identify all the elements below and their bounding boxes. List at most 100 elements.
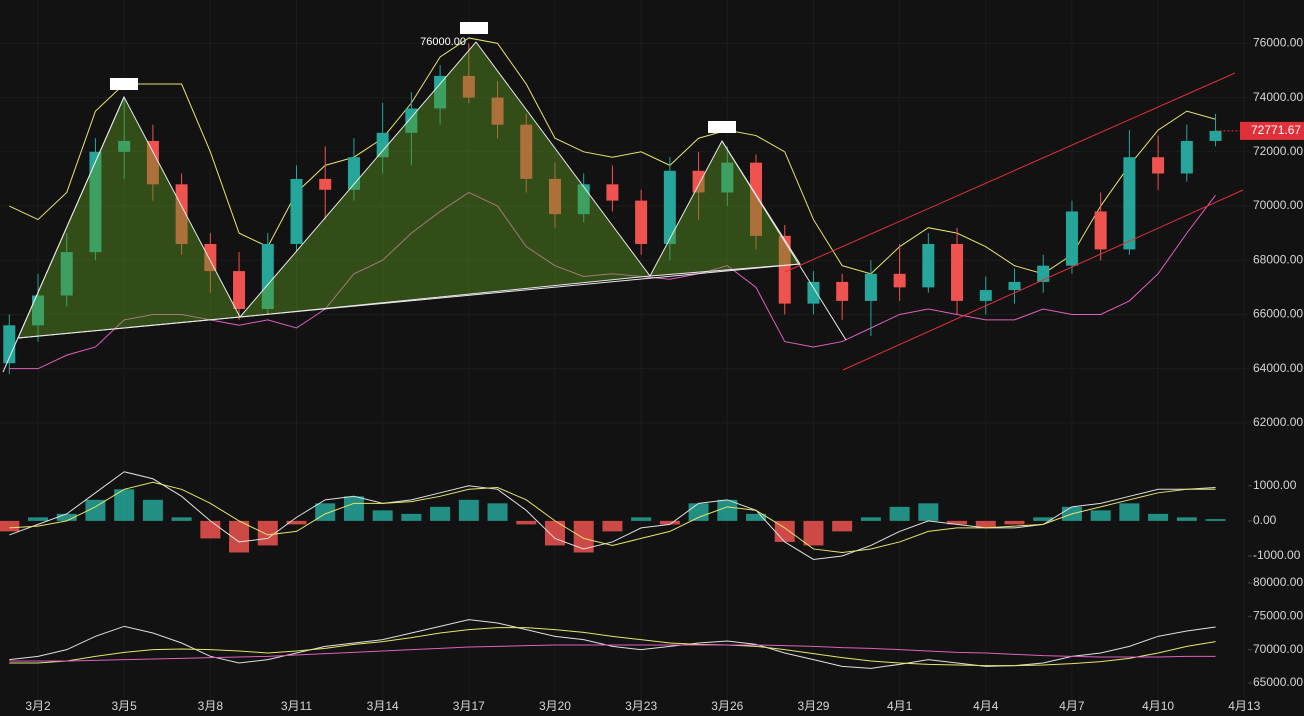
histogram-bar [1176, 517, 1197, 521]
histogram-bar [918, 503, 939, 521]
x-tick-label: 4月1 [887, 699, 913, 713]
candle-body [60, 252, 73, 296]
candle-body [3, 325, 16, 364]
label-box [460, 22, 488, 34]
x-tick-label: 3月2 [25, 699, 51, 713]
candle-body [893, 273, 906, 288]
histogram-bar [602, 520, 623, 532]
candle-body [692, 170, 705, 193]
histogram-bar [114, 489, 135, 521]
channel-line [842, 189, 1244, 371]
histogram-bar [171, 517, 192, 521]
histogram-bar [401, 513, 422, 521]
x-tick-label: 3月5 [112, 699, 138, 713]
candle-body [922, 243, 935, 288]
x-tick-label: 3月17 [453, 699, 485, 713]
histogram-bar [0, 520, 20, 532]
histogram-bar [229, 520, 250, 553]
plot [0, 37, 1252, 684]
histogram-bar [1090, 510, 1111, 521]
histogram-bar [458, 499, 479, 521]
candle-body [750, 162, 763, 236]
histogram-bar [1119, 503, 1140, 521]
candle-body [663, 170, 676, 244]
x-tick-label: 3月23 [625, 699, 657, 713]
x-tick-label: 4月10 [1142, 699, 1174, 713]
x-tick-label: 3月29 [797, 699, 829, 713]
y-tick-label: 62000.00 [1253, 415, 1303, 429]
line [9, 471, 1216, 560]
candle-body [462, 75, 475, 98]
pattern-line [2, 96, 125, 373]
candle-body [290, 178, 303, 244]
right-shoulder [649, 140, 801, 277]
last-price-label: 72771.67 [1251, 123, 1301, 137]
y-tick-label: 70000.00 [1253, 642, 1303, 656]
histogram-bar [286, 520, 307, 525]
candle-body [1180, 140, 1193, 174]
histogram-bar [1205, 519, 1226, 521]
label-box [708, 121, 736, 133]
candle-body [1152, 157, 1165, 174]
histogram-bar [1148, 513, 1169, 521]
histogram-bar [1033, 517, 1054, 521]
histogram-bar [142, 499, 163, 521]
candle-body [118, 140, 131, 152]
candle-body [635, 200, 648, 244]
y-tick-label: 64000.00 [1253, 361, 1303, 375]
y-tick-label: 70000.00 [1253, 198, 1303, 212]
histogram-bar [56, 513, 77, 521]
y-tick-label: 65000.00 [1253, 675, 1303, 689]
histogram-bar [659, 520, 680, 525]
candle-body [146, 140, 159, 185]
x-tick-label: 3月8 [198, 699, 224, 713]
x-tick-label: 4月13 [1228, 699, 1260, 713]
candle-body [32, 295, 45, 326]
y-tick-label: 76000.00 [1253, 36, 1303, 50]
y-tick-label: 68000.00 [1253, 252, 1303, 266]
histogram-bar [544, 520, 565, 546]
x-tick-label: 3月14 [367, 699, 399, 713]
annotation: 76000.00 [420, 36, 466, 48]
line [9, 627, 1216, 667]
candle-body [548, 178, 561, 215]
y-tick-label: 74000.00 [1253, 90, 1303, 104]
candle-body [175, 184, 188, 244]
line [9, 37, 1216, 275]
histogram-bar [717, 499, 738, 521]
histogram-bar [688, 503, 709, 521]
y-tick-label: 72000.00 [1253, 144, 1303, 158]
y-tick-label: 0.00 [1253, 513, 1277, 527]
candle-body [347, 157, 360, 190]
histogram-bar [947, 520, 968, 525]
line [9, 481, 1216, 553]
label-box [110, 78, 138, 90]
histogram-bar [631, 517, 652, 521]
candle-body [491, 97, 504, 125]
x-tick-label: 3月11 [281, 699, 312, 713]
histogram-bar [1004, 520, 1025, 525]
candle-body [261, 243, 274, 310]
candle-body [979, 290, 992, 301]
histogram-bar [200, 520, 221, 539]
histogram-bar [430, 506, 451, 521]
histogram-bar [803, 520, 824, 546]
candle-body [1123, 157, 1136, 250]
x-tick-label: 4月7 [1059, 699, 1085, 713]
histogram-bar [889, 506, 910, 521]
candle-body [1037, 265, 1050, 282]
x-tick-label: 3月26 [711, 699, 743, 713]
candle-body [204, 243, 217, 272]
y-tick-label: 66000.00 [1253, 307, 1303, 321]
pattern-line [721, 140, 847, 341]
candle-body [1008, 281, 1021, 291]
channel-line [784, 72, 1236, 273]
histogram-bar [746, 513, 767, 521]
line [9, 644, 1216, 662]
candle-body [951, 243, 964, 301]
candle-body [1065, 211, 1078, 266]
x-tick-label: 3月20 [539, 699, 571, 713]
histogram-bar [28, 517, 49, 521]
y-tick-label: 75000.00 [1253, 609, 1303, 623]
